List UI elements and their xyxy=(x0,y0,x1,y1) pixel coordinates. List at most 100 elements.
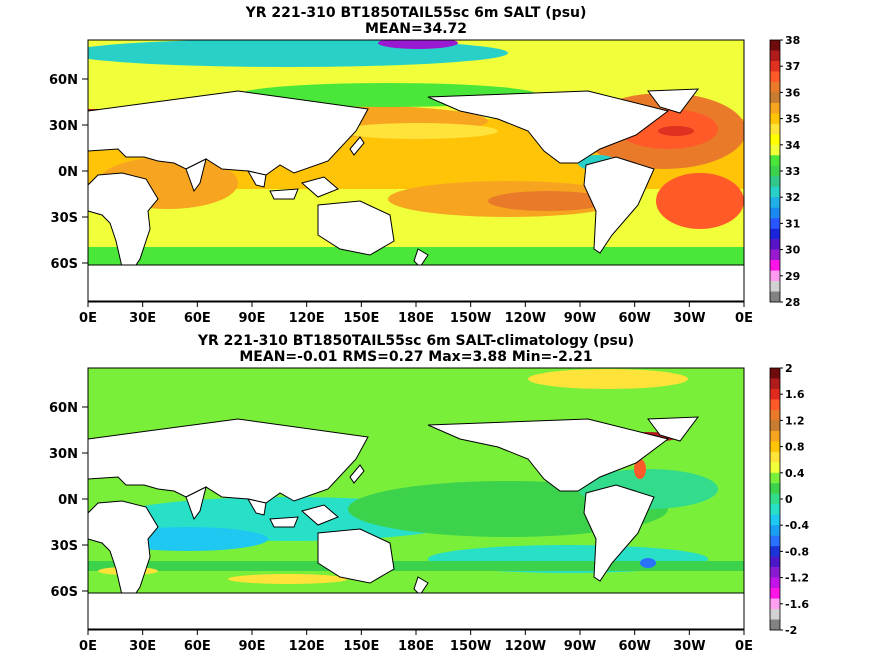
colorbar-swatch xyxy=(770,430,780,442)
x-tick-label: 90E xyxy=(239,311,266,326)
colorbar-swatch xyxy=(770,239,780,250)
colorbar-swatch xyxy=(770,40,780,51)
colorbar-swatch xyxy=(770,50,780,62)
y-tick-label: 60N xyxy=(49,73,78,88)
colorbar-swatch xyxy=(770,102,780,114)
x-tick-label: 120E xyxy=(289,311,325,326)
x-tick-label: 30E xyxy=(129,639,156,654)
colorbar-swatch xyxy=(770,598,780,610)
colorbar-swatch xyxy=(770,619,780,631)
colorbar-swatch xyxy=(770,165,780,177)
colorbar-label: 35 xyxy=(785,113,800,126)
colorbar-swatch xyxy=(770,123,780,135)
colorbar-swatch xyxy=(770,218,780,229)
colorbar-label: 32 xyxy=(785,191,800,204)
colorbar-swatch xyxy=(770,281,780,292)
x-tick-label: 180E xyxy=(398,639,434,654)
x-tick-label: 180E xyxy=(398,311,434,326)
x-tick-label: 150W xyxy=(450,639,491,654)
x-tick-label: 30W xyxy=(673,311,705,326)
colorbar-swatch xyxy=(770,420,780,432)
x-tick-label: 150E xyxy=(343,639,379,654)
x-tick-label: 60W xyxy=(618,311,650,326)
colorbar-label: 1.2 xyxy=(785,414,805,427)
panel2-map xyxy=(88,368,744,630)
panel1-colorbar: 38 37 36 35 34 33 32 31 30 29 28 xyxy=(769,34,801,309)
colorbar-label: 0.4 xyxy=(785,467,805,480)
colorbar-label: 0.8 xyxy=(785,441,805,454)
x-tick-label: 0E xyxy=(735,639,753,654)
colorbar-swatch xyxy=(770,81,780,93)
colorbar-swatch xyxy=(770,197,780,208)
x-tick-label: 30W xyxy=(673,639,705,654)
panel1-map xyxy=(88,40,744,302)
colorbar-label: 1.6 xyxy=(785,388,805,401)
y-tick-label: 30N xyxy=(49,119,78,134)
panel2-x-axis: 0E 30E 60E 90E 120E 150E 180E 150W 120W 90W 60W 30W… xyxy=(79,630,753,654)
colorbar-label: 28 xyxy=(785,296,800,309)
colorbar-swatch xyxy=(770,462,780,474)
y-tick-label: 30S xyxy=(51,211,78,226)
colorbar-swatch xyxy=(770,451,780,463)
x-tick-label: 120W xyxy=(505,311,546,326)
y-tick-label: 30N xyxy=(49,447,78,462)
panel2-y-axis: 60N 30N 0N 30S 60S xyxy=(49,401,88,600)
x-tick-label: 120W xyxy=(505,639,546,654)
x-tick-label: 90E xyxy=(239,639,266,654)
colorbar-label: 30 xyxy=(785,244,801,257)
colorbar-label: -0.8 xyxy=(785,545,809,558)
y-tick-label: 30S xyxy=(51,539,78,554)
colorbar-label: -2 xyxy=(785,624,797,637)
colorbar-swatch xyxy=(770,493,780,505)
colorbar-label: -1.2 xyxy=(785,572,809,585)
colorbar-swatch xyxy=(770,92,780,104)
colorbar-swatch xyxy=(770,535,780,547)
panel1-x-axis: 0E 30E 60E 90E 120E 150E 180E 150W 120W 90W 60W 30W… xyxy=(79,302,753,326)
colorbar-swatch xyxy=(770,378,780,390)
colorbar-label: -1.6 xyxy=(785,598,809,611)
colorbar-swatch xyxy=(770,60,780,72)
y-tick-label: 0N xyxy=(58,165,78,180)
colorbar-swatch xyxy=(770,249,780,261)
colorbar-swatch xyxy=(770,113,780,125)
panel2-colorbar: 2 1.6 1.2 0.8 0.4 0 -0.4 -0.8 -1.2 -1.6 -2 xyxy=(769,362,809,637)
colorbar-swatch xyxy=(770,260,780,271)
panel2-subtitle: MEAN=-0.01 RMS=0.27 Max=3.88 Min=-2.21 xyxy=(239,349,592,365)
y-tick-label: 60N xyxy=(49,401,78,416)
colorbar-swatch xyxy=(770,441,780,453)
colorbar-swatch xyxy=(770,472,780,484)
panel1-y-axis: 60N 30N 0N 30S 60S xyxy=(49,73,88,272)
colorbar-swatch xyxy=(770,228,780,240)
colorbar-label: 2 xyxy=(785,362,793,375)
colorbar-swatch xyxy=(770,504,780,516)
x-tick-label: 0E xyxy=(79,311,97,326)
colorbar-label: 29 xyxy=(785,270,800,283)
x-tick-label: 120E xyxy=(289,639,325,654)
colorbar-label: 37 xyxy=(785,60,800,73)
colorbar-swatch xyxy=(770,514,780,526)
y-tick-label: 0N xyxy=(58,493,78,508)
colorbar-label: 0 xyxy=(785,493,793,506)
colorbar-label: 33 xyxy=(785,165,800,178)
colorbar-swatch xyxy=(770,483,780,495)
panel1-title: YR 221-310 BT1850TAIL55sc 6m SALT (psu) xyxy=(245,5,587,21)
colorbar-swatch xyxy=(770,525,780,536)
x-tick-label: 150W xyxy=(450,311,491,326)
colorbar-label: -0.4 xyxy=(785,519,809,532)
colorbar-swatch xyxy=(770,588,780,599)
x-tick-label: 60W xyxy=(618,639,650,654)
colorbar-swatch xyxy=(770,567,780,578)
y-tick-label: 60S xyxy=(51,585,78,600)
colorbar-swatch xyxy=(770,399,780,411)
y-tick-label: 60S xyxy=(51,257,78,272)
colorbar-label: 31 xyxy=(785,217,800,230)
colorbar-swatch xyxy=(770,409,780,421)
x-tick-label: 60E xyxy=(184,311,211,326)
colorbar-swatch xyxy=(770,134,780,146)
x-tick-label: 0E xyxy=(79,639,97,654)
colorbar-swatch xyxy=(770,291,780,303)
x-tick-label: 150E xyxy=(343,311,379,326)
colorbar-swatch xyxy=(770,144,780,156)
x-tick-label: 30E xyxy=(129,311,156,326)
